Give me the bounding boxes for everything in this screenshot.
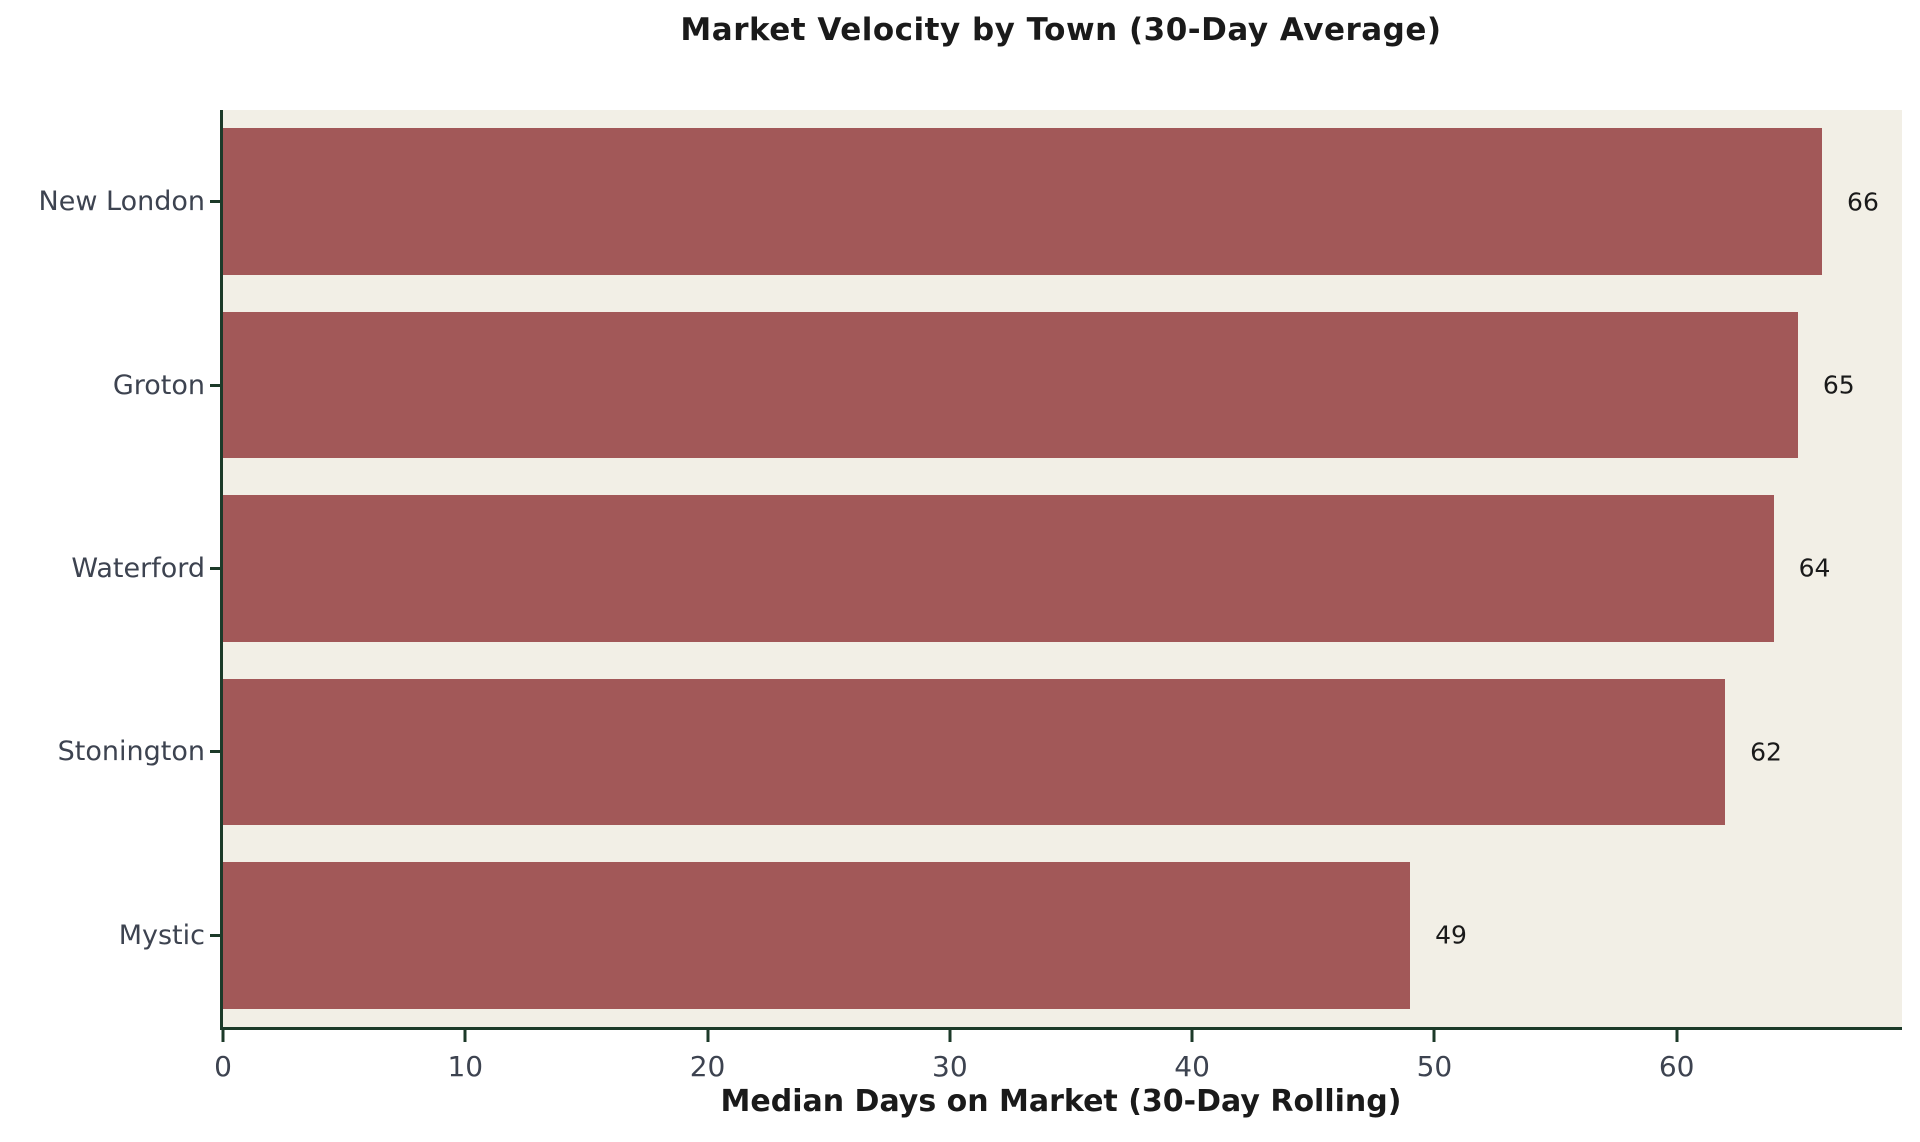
x-tick-mark-30 bbox=[948, 1030, 952, 1042]
x-tick-label-10: 10 bbox=[447, 1050, 484, 1083]
y-tick-label-new-london: New London bbox=[38, 186, 205, 218]
y-tick-mark-mystic bbox=[210, 933, 220, 937]
x-tick-label-40: 40 bbox=[1174, 1050, 1210, 1083]
bar-groton bbox=[223, 311, 1798, 459]
x-tick-label-50: 50 bbox=[1416, 1050, 1453, 1083]
bar-row-stonington: 62 bbox=[223, 660, 1902, 843]
y-tick-label-mystic: Mystic bbox=[118, 919, 205, 951]
x-axis-label: Median Days on Market (30-Day Rolling) bbox=[720, 1084, 1402, 1119]
x-tick-mark-40 bbox=[1190, 1030, 1194, 1042]
y-tick-mark-groton bbox=[210, 383, 220, 387]
x-tick-label-20: 20 bbox=[689, 1050, 726, 1083]
bar-row-new-london: 66 bbox=[223, 110, 1902, 293]
y-tick-mark-new-london bbox=[210, 200, 220, 204]
bar-value-label-mystic: 49 bbox=[1435, 920, 1467, 950]
bar-new-london bbox=[223, 128, 1823, 276]
x-tick-label-60: 60 bbox=[1658, 1050, 1695, 1083]
plot-area: New London 66 Groton 65 Waterford 64 Stoningto… bbox=[39, 110, 1902, 1083]
x-tick-mark-50 bbox=[1432, 1030, 1436, 1042]
bar-row-waterford: 64 bbox=[223, 477, 1902, 660]
x-tick-mark-10 bbox=[463, 1030, 467, 1042]
x-tick-label-0: 0 bbox=[214, 1050, 232, 1083]
chart-title: Market Velocity by Town (30-Day Average) bbox=[680, 12, 1442, 48]
x-tick-mark-0 bbox=[221, 1030, 225, 1042]
bar-waterford bbox=[223, 495, 1774, 642]
x-tick-mark-60 bbox=[1675, 1030, 1679, 1042]
y-tick-mark-stonington bbox=[210, 750, 220, 754]
bar-stonington bbox=[223, 678, 1726, 826]
y-tick-label-stonington: Stonington bbox=[57, 736, 205, 768]
bar-row-groton: 65 bbox=[223, 293, 1902, 476]
bar-value-label-new-london: 66 bbox=[1847, 187, 1879, 217]
y-tick-label-groton: Groton bbox=[112, 369, 205, 401]
bar-value-label-stonington: 62 bbox=[1750, 737, 1782, 767]
x-tick-label-30: 30 bbox=[932, 1050, 968, 1083]
y-tick-mark-waterford bbox=[210, 567, 220, 570]
bar-row-mystic: 49 bbox=[223, 844, 1902, 1027]
x-tick-mark-20 bbox=[706, 1030, 710, 1042]
bar-mystic bbox=[223, 861, 1411, 1009]
bar-value-label-groton: 65 bbox=[1822, 370, 1855, 400]
y-tick-label-waterford: Waterford bbox=[71, 552, 205, 584]
bar-value-label-waterford: 64 bbox=[1798, 553, 1831, 583]
